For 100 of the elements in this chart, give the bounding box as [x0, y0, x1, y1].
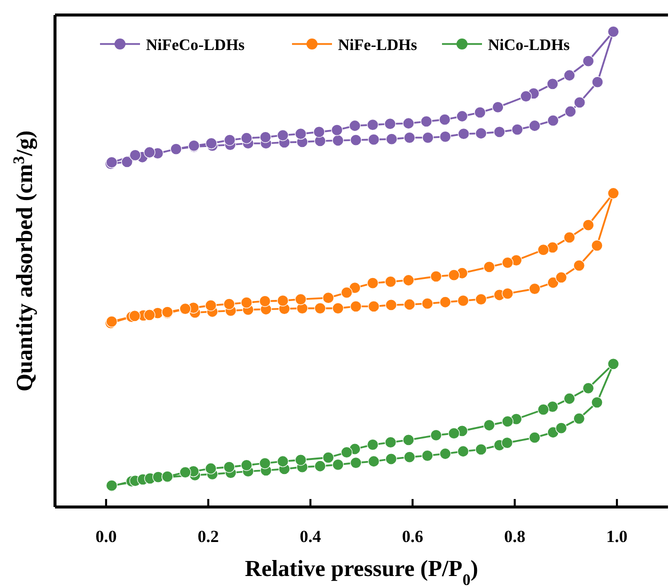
point: [313, 126, 325, 138]
point: [573, 412, 585, 424]
point: [538, 244, 550, 256]
point: [368, 456, 380, 468]
point: [314, 460, 326, 472]
point: [430, 270, 442, 282]
x-tick-label: 0.0: [95, 527, 117, 546]
point: [240, 459, 252, 471]
point: [259, 457, 271, 470]
x-tick-label: 0.4: [300, 527, 322, 546]
point: [322, 292, 334, 304]
point: [368, 134, 380, 146]
point: [277, 456, 289, 468]
point: [402, 118, 414, 130]
point: [502, 256, 514, 268]
point: [179, 466, 192, 478]
point: [366, 119, 379, 131]
point: [528, 120, 540, 132]
point: [448, 428, 460, 440]
point: [350, 134, 362, 146]
point: [385, 453, 397, 465]
point: [296, 302, 308, 314]
point: [368, 300, 380, 312]
point: [205, 462, 217, 474]
point: [439, 130, 452, 142]
legend-label: NiCo-LDHs: [488, 37, 570, 54]
point: [547, 276, 559, 288]
point: [294, 128, 307, 140]
point: [502, 288, 514, 300]
point: [294, 293, 307, 306]
point: [475, 444, 487, 456]
legend-label: NiFe-LDHs: [338, 37, 418, 54]
point: [591, 396, 603, 408]
point: [501, 437, 513, 449]
point: [277, 294, 289, 306]
point: [386, 133, 398, 145]
point: [582, 382, 594, 394]
point: [564, 232, 576, 244]
point: [240, 132, 252, 144]
point: [332, 302, 344, 314]
point: [404, 298, 416, 310]
point: [223, 298, 235, 310]
point: [457, 446, 469, 458]
point: [349, 282, 361, 294]
point: [438, 114, 451, 126]
point: [422, 132, 434, 144]
point: [277, 129, 289, 142]
point: [404, 451, 416, 463]
point: [564, 392, 576, 404]
point: [483, 261, 496, 273]
point: [240, 296, 252, 308]
point: [591, 240, 603, 252]
point: [582, 55, 594, 67]
x-tick-label: 0.6: [402, 527, 424, 546]
point: [294, 454, 307, 466]
point: [260, 131, 272, 143]
point: [546, 78, 558, 90]
point: [458, 128, 470, 140]
point: [384, 118, 396, 130]
point: [492, 101, 504, 114]
point: [402, 434, 414, 446]
point: [547, 426, 559, 438]
point: [366, 438, 379, 451]
point: [512, 124, 524, 136]
point: [430, 429, 442, 442]
point: [546, 400, 558, 412]
point: [366, 277, 379, 289]
point: [475, 128, 487, 140]
point: [402, 274, 414, 286]
point: [538, 404, 550, 416]
point: [332, 134, 344, 146]
point: [422, 298, 434, 310]
point: [573, 260, 585, 272]
point: [494, 126, 506, 138]
point: [592, 76, 604, 88]
point: [474, 106, 486, 118]
point: [608, 358, 620, 370]
x-axis-title: Relative pressure (P/P$_{0}$): [244, 556, 478, 587]
point: [223, 461, 235, 473]
legend-label: NiFeCo-LDHs: [146, 37, 245, 54]
point: [546, 242, 558, 254]
point: [439, 448, 452, 460]
point: [128, 310, 140, 322]
point: [224, 134, 236, 146]
point: [574, 96, 586, 108]
x-tick-label: 1.0: [606, 527, 628, 546]
point: [608, 26, 620, 38]
point: [528, 283, 540, 295]
point: [350, 300, 362, 312]
point: [206, 138, 218, 150]
point: [121, 156, 133, 168]
point: [547, 114, 559, 126]
point: [314, 302, 326, 314]
point: [483, 419, 496, 432]
point: [528, 432, 540, 444]
point: [404, 132, 416, 144]
point: [205, 300, 217, 312]
point: [608, 187, 620, 200]
point: [340, 446, 352, 458]
point: [385, 299, 397, 311]
